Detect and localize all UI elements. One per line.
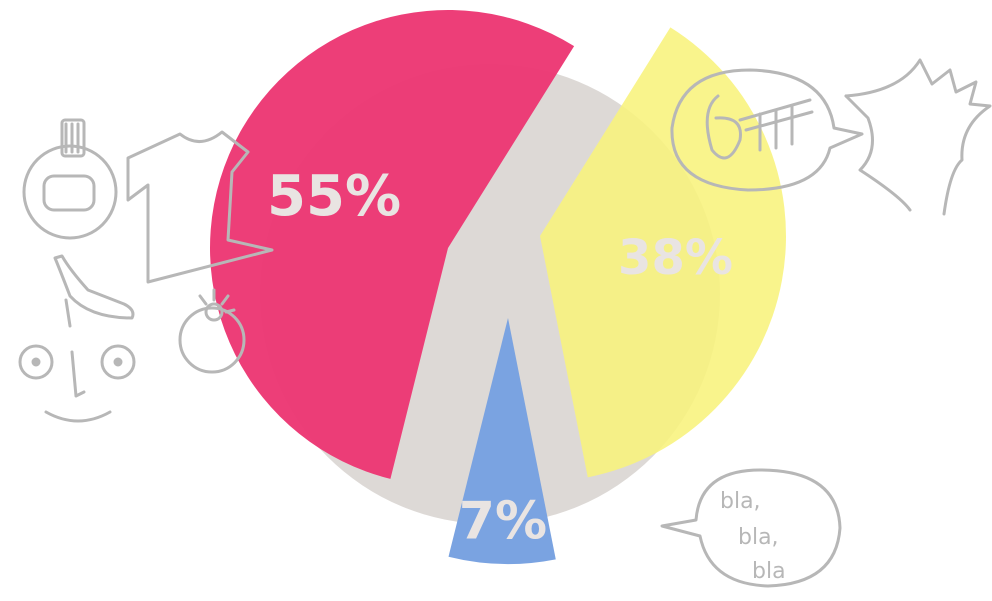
ring-icon (178, 288, 246, 374)
pie-slice-7 (448, 318, 556, 564)
speech-bubble-line-1: bla, (720, 489, 761, 514)
pie-slice-label-38: 38% (618, 230, 733, 286)
rooster-icon (844, 58, 992, 216)
music-note-bubble-icon (670, 68, 864, 192)
speech-bubble-line-2: bla, (738, 525, 779, 550)
high-heel-shoe-icon (53, 254, 135, 328)
speech-bubble-line-3: bla (752, 559, 786, 584)
pie-slice-label-55: 55% (267, 164, 401, 229)
face-icon (18, 344, 136, 423)
perfume-bottle-icon (22, 118, 118, 240)
tshirt-icon (126, 130, 274, 284)
pie-slice-55 (210, 10, 575, 479)
pie-labels: 55% 38% 7% (267, 164, 733, 552)
pie-slice-38 (540, 27, 786, 478)
pie-slice-label-7: 7% (459, 492, 547, 552)
speech-bubble-icon (660, 468, 842, 588)
pie-slices (210, 10, 786, 564)
